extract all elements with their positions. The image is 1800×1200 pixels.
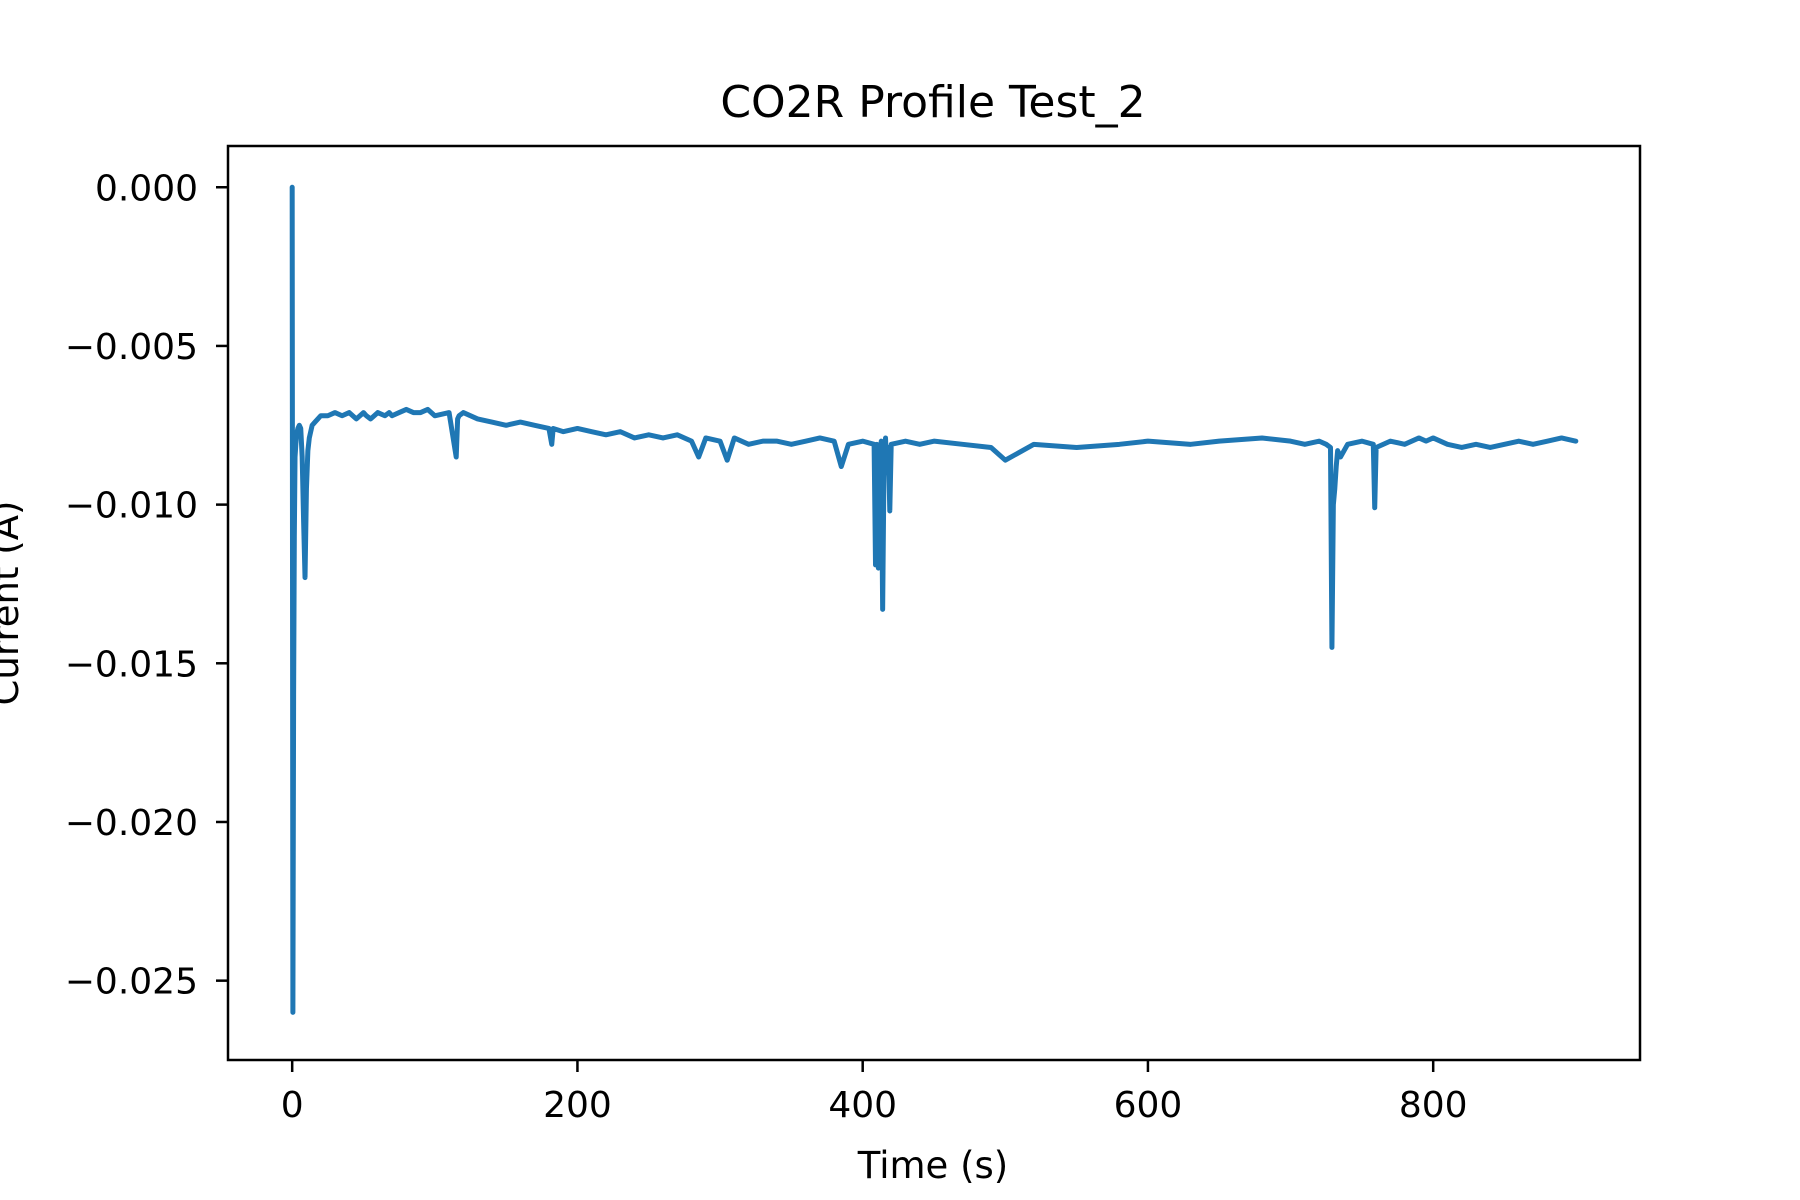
x-tick-label: 200 xyxy=(543,1085,612,1126)
plot-frame xyxy=(226,144,1642,1062)
x-tick-label: 0 xyxy=(281,1085,304,1126)
y-tick-label: −0.025 xyxy=(65,962,198,1003)
plot-marks xyxy=(289,184,1579,1015)
y-tick-label: −0.015 xyxy=(65,644,198,685)
axis-ticks: 0 200 400 600 800 0.000 −0.005 −0.010 −0.015 −0.0… xyxy=(65,168,1468,1126)
y-tick-label: −0.005 xyxy=(65,327,198,368)
x-axis-label: Time (s) xyxy=(857,1144,1008,1187)
x-tick-label: 400 xyxy=(828,1085,897,1126)
x-tick-label: 800 xyxy=(1399,1085,1468,1126)
series-line-0 xyxy=(289,184,1579,1015)
y-tick-label: −0.020 xyxy=(65,803,198,844)
y-tick-label: −0.010 xyxy=(65,486,198,527)
y-tick-label: 0.000 xyxy=(95,168,198,209)
chart-title: CO2R Profile Test_2 xyxy=(720,77,1145,128)
x-tick-label: 600 xyxy=(1114,1085,1183,1126)
y-axis-label: Current (A) xyxy=(0,501,27,706)
